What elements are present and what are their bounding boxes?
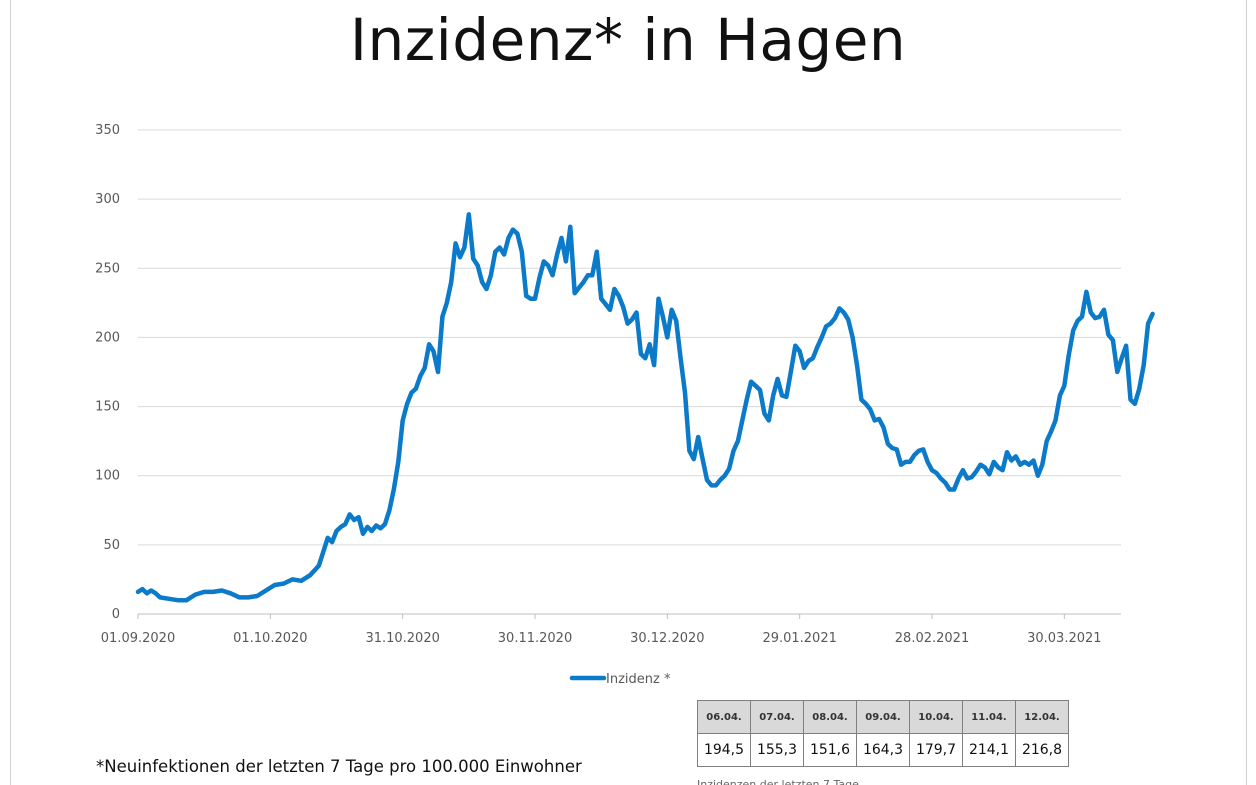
x-tick-label: 30.12.2020 [630, 631, 704, 646]
y-tick-label: 50 [103, 538, 120, 553]
x-tick-label: 30.03.2021 [1027, 631, 1101, 646]
y-tick-label: 100 [95, 469, 120, 484]
table-date-cell: 06.04. [697, 700, 751, 734]
frame-border-right [1246, 0, 1247, 785]
table-date-cell: 11.04. [962, 700, 1016, 734]
recent-values-table: 06.04. 07.04. 08.04. 09.04. 10.04. 11.04… [697, 700, 1069, 767]
y-tick-label: 150 [95, 400, 120, 415]
table-value-cell: 179,7 [909, 733, 963, 767]
table-header-row: 06.04. 07.04. 08.04. 09.04. 10.04. 11.04… [697, 700, 1069, 734]
series-line-inzidenz [135, 212, 1155, 603]
table-date-cell: 09.04. [856, 700, 910, 734]
table-date-cell: 10.04. [909, 700, 963, 734]
legend-label: Inzidenz * [606, 672, 671, 687]
y-tick-label: 250 [95, 261, 120, 276]
y-tick-label: 0 [112, 607, 120, 622]
x-tick-label: 01.09.2020 [101, 631, 175, 646]
table-value-cell: 164,3 [856, 733, 910, 767]
x-tick-label: 01.10.2020 [233, 631, 307, 646]
chart-title: Inzidenz* in Hagen [349, 6, 907, 74]
table-value-cell: 155,3 [750, 733, 804, 767]
x-tick-label: 29.01.2021 [762, 631, 836, 646]
y-tick-label: 200 [95, 330, 120, 345]
y-tick-label: 300 [95, 192, 120, 207]
table-caption: Inzidenzen der letzten 7 Tage [697, 778, 859, 785]
frame-border-left [10, 0, 11, 785]
legend: Inzidenz * [569, 672, 671, 687]
x-tick-label: 30.11.2020 [498, 631, 572, 646]
x-tick-label: 31.10.2020 [365, 631, 439, 646]
table-value-cell: 194,5 [697, 733, 751, 767]
table-date-cell: 07.04. [750, 700, 804, 734]
table-value-row: 194,5 155,3 151,6 164,3 179,7 214,1 216,… [697, 733, 1069, 767]
x-axis: 01.09.2020 01.10.2020 31.10.2020 30.11.2020… [101, 613, 1121, 646]
gridlines: 0 50 100 150 200 250 300 350 [95, 123, 1121, 622]
table-value-cell: 214,1 [962, 733, 1016, 767]
series-layer [135, 212, 1155, 603]
table-date-cell: 12.04. [1015, 700, 1069, 734]
table-value-cell: 151,6 [803, 733, 857, 767]
table-date-cell: 08.04. [803, 700, 857, 734]
x-tick-label: 28.02.2021 [895, 631, 969, 646]
y-tick-label: 350 [95, 123, 120, 138]
table-value-cell: 216,8 [1015, 733, 1069, 767]
footnote: *Neuinfektionen der letzten 7 Tage pro 1… [96, 757, 582, 776]
